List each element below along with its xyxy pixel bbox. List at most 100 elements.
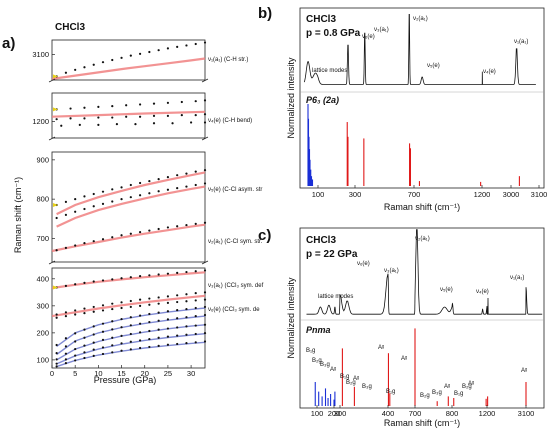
panel-a-y-label: Raman shift (cm⁻¹) <box>13 177 23 253</box>
data-point <box>166 272 170 275</box>
data-point <box>92 310 95 313</box>
data-point <box>111 278 114 281</box>
symmetry-label: Aᵍ <box>330 367 336 373</box>
data-point <box>148 179 151 183</box>
data-point <box>134 122 137 126</box>
y-tick-label: 700 <box>36 234 49 243</box>
data-point <box>92 341 95 344</box>
x-tick-label: 100 <box>312 190 325 199</box>
data-point <box>83 195 86 198</box>
data-point <box>185 342 188 345</box>
x-tick-label: 300 <box>334 409 347 418</box>
data-point <box>129 348 132 351</box>
data-point <box>55 365 58 368</box>
data-point <box>111 336 114 339</box>
data-point <box>166 310 170 313</box>
data-point <box>101 338 105 341</box>
data-point <box>92 348 95 351</box>
segment-3: 100 200 300 400 <box>36 267 207 369</box>
x-tick-label: 10 <box>94 369 102 378</box>
symmetry-label: Aᵍ <box>353 376 359 382</box>
data-point <box>55 313 58 316</box>
data-point <box>203 113 207 116</box>
data-point <box>138 103 142 106</box>
data-point <box>176 294 179 297</box>
mode-label-v4: ν₄(e) (C-H bend) <box>208 118 252 124</box>
data-point <box>157 296 160 299</box>
b-peak-v4: ν₄(e) <box>483 69 496 75</box>
data-point <box>92 205 95 208</box>
axis-break <box>48 136 56 141</box>
panel-c: c) CHCl3 p = 22 GPa Pnma lattice modes ν… <box>258 227 545 428</box>
data-point <box>176 342 179 346</box>
symmetry-label: Aᵍ <box>401 356 407 362</box>
data-point <box>129 316 132 319</box>
symmetry-label: B₃g <box>362 384 372 390</box>
data-point <box>157 319 160 322</box>
x-tick-label: 100 <box>311 409 324 418</box>
axis-break <box>201 136 209 141</box>
data-point <box>129 276 132 279</box>
segment-0: 3100 <box>32 39 209 83</box>
data-point <box>166 318 170 321</box>
data-point <box>138 314 142 317</box>
mode-label-v3: ν₃(a₁) (CCl₃ sym. def <box>208 283 264 289</box>
data-point <box>83 117 86 120</box>
data-point <box>101 202 105 205</box>
data-point <box>101 61 105 64</box>
data-point <box>64 362 68 365</box>
data-point <box>120 234 123 237</box>
data-point <box>92 354 95 357</box>
data-point <box>203 41 207 44</box>
data-point <box>111 307 114 311</box>
mode-label-v1: ν₁(a₁) (C-H str.) <box>208 57 248 63</box>
data-point <box>92 63 95 66</box>
data-point <box>69 117 72 120</box>
ambient-marker <box>52 74 59 79</box>
data-point <box>120 317 123 321</box>
x-tick-label: 0 <box>50 369 54 378</box>
x-tick-label: 400 <box>382 409 395 418</box>
data-point <box>157 273 160 276</box>
data-point <box>138 181 142 185</box>
x-tick-label: 20 <box>141 369 149 378</box>
data-point <box>194 341 197 344</box>
data-point <box>176 334 179 337</box>
data-point <box>64 315 68 318</box>
data-point <box>101 322 105 325</box>
data-point <box>194 306 197 310</box>
y-tick-label: 300 <box>36 301 49 310</box>
data-point <box>166 188 170 191</box>
data-point <box>152 102 156 105</box>
y-tick-label: 100 <box>36 355 49 364</box>
x-tick-label: 3100 <box>531 190 548 199</box>
data-point <box>69 107 72 110</box>
data-point <box>185 44 188 47</box>
data-point <box>148 303 151 306</box>
data-point <box>64 71 68 74</box>
fit-line <box>51 271 206 290</box>
data-point <box>157 190 160 193</box>
panel-a-plot: 3100 1200 700 800 900 100 200 300 400 <box>32 39 209 369</box>
data-point <box>111 344 114 347</box>
data-point <box>120 198 123 201</box>
data-point <box>203 291 207 294</box>
data-point <box>148 345 151 349</box>
data-point <box>111 302 114 305</box>
data-point <box>203 221 207 224</box>
data-point <box>203 298 207 301</box>
data-point <box>138 231 142 234</box>
panel-b-x-label: Raman shift (cm⁻¹) <box>384 202 460 212</box>
data-point <box>83 106 86 109</box>
symmetry-label: B₁g <box>386 389 395 395</box>
data-point <box>83 66 86 69</box>
data-point <box>129 324 132 327</box>
panel-c-title: CHCl3 <box>306 235 336 246</box>
symmetry-label: Aᵍ <box>468 381 474 387</box>
data-point <box>64 358 68 361</box>
data-point <box>120 349 123 352</box>
segment-frame <box>51 92 206 139</box>
x-tick-label: 15 <box>117 369 125 378</box>
data-point <box>194 292 197 295</box>
